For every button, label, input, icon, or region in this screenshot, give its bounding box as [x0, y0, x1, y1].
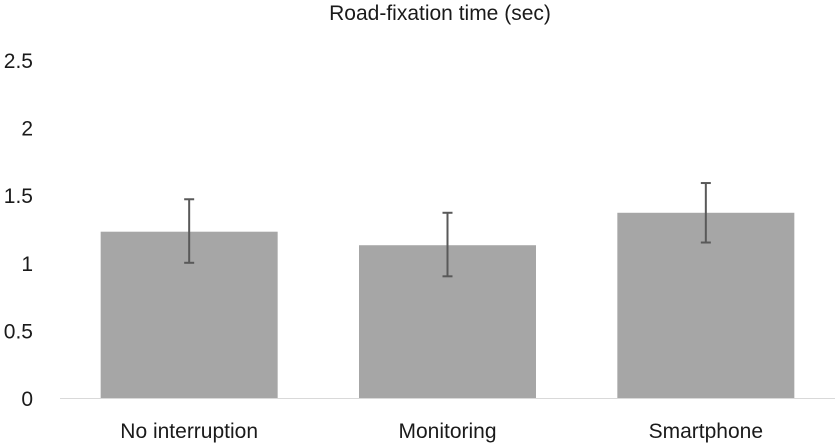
- y-tick-label: 1.5: [4, 185, 33, 208]
- y-tick-label: 1: [21, 253, 33, 276]
- chart-title: Road-fixation time (sec): [329, 2, 551, 25]
- error-bar: [700, 182, 711, 244]
- y-tick-label: 0.5: [4, 320, 33, 343]
- error-bar: [184, 198, 195, 264]
- x-category-label: Monitoring: [398, 420, 496, 443]
- y-tick-label: 2: [21, 118, 33, 141]
- bar-smartphone: [617, 212, 795, 398]
- y-tick-label: 2.5: [4, 50, 33, 73]
- error-bar: [442, 211, 453, 278]
- x-category-label: Smartphone: [649, 420, 763, 443]
- y-tick-label: 0: [21, 388, 33, 411]
- x-category-label: No interruption: [120, 420, 258, 443]
